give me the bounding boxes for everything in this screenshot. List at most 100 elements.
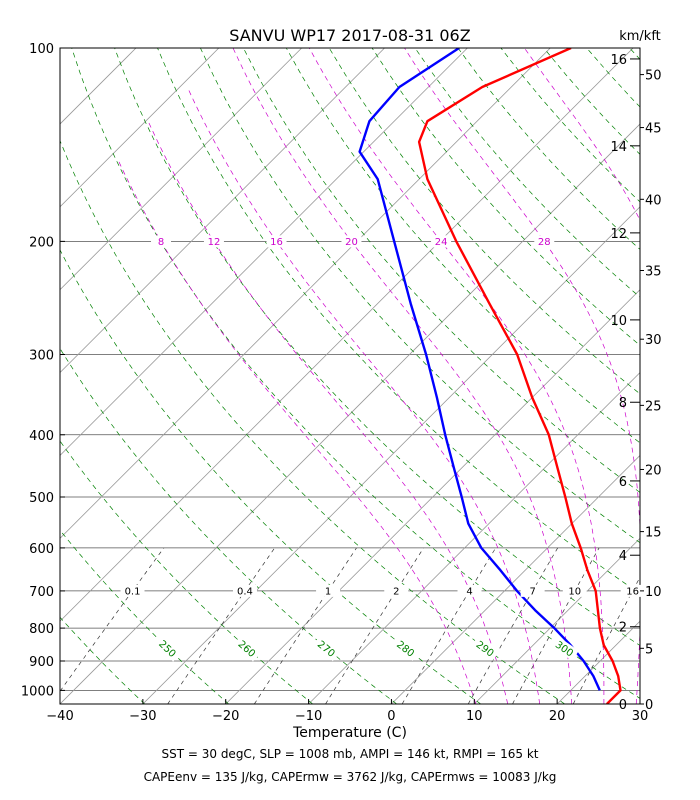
- caption-line-2: CAPEenv = 135 J/kg, CAPErmw = 3762 J/kg,…: [144, 770, 557, 784]
- km-tick-label: 12: [610, 227, 627, 242]
- isotherm-line: [60, 48, 385, 374]
- moist-adiabat-label: 16: [270, 237, 283, 248]
- pressure-tick-label: 900: [29, 655, 54, 670]
- dry-adiabat-line: [200, 48, 640, 544]
- label-background: [457, 584, 482, 597]
- kft-tick-label: 5: [645, 642, 653, 657]
- isotherm-line: [60, 48, 302, 291]
- label-background: [203, 235, 224, 248]
- moist-adiabat-line: [308, 48, 605, 704]
- label-background: [471, 635, 500, 661]
- dry-adiabat-line: [243, 48, 640, 493]
- dry-adiabat-line: [60, 440, 313, 704]
- km-tick-label: 0: [619, 698, 627, 713]
- pressure-tick-label: 600: [29, 542, 54, 557]
- caption-line-1: SST = 30 degC, SLP = 1008 mb, AMPI = 146…: [161, 747, 538, 761]
- background-lines: [0, 48, 700, 704]
- label-background: [562, 584, 587, 597]
- label-background: [431, 235, 452, 248]
- label-background: [341, 235, 362, 248]
- km-tick-label: 6: [619, 475, 627, 490]
- x-tick-label: −20: [212, 709, 239, 724]
- km-tick-label: 2: [619, 621, 627, 636]
- dry-adiabat-line: [71, 48, 640, 699]
- x-axis-label: Temperature (C): [292, 725, 407, 741]
- km-kft-axis-label: km/kft: [619, 29, 661, 44]
- kft-tick-label: 20: [645, 463, 662, 478]
- isotherm-line: [60, 48, 220, 208]
- label-background: [392, 635, 420, 662]
- moist-adiabat-line: [147, 121, 509, 704]
- mixing-ratio-line: [325, 547, 424, 704]
- isotherm-line: [308, 372, 640, 704]
- x-tick-label: −40: [46, 709, 73, 724]
- x-tick-label: −30: [129, 709, 156, 724]
- label-background: [316, 584, 341, 597]
- isotherm-line: [60, 48, 468, 456]
- isotherm-line: [556, 620, 640, 704]
- dry-adiabat-line: [60, 529, 229, 704]
- isotherm-line: [60, 48, 551, 539]
- label-background: [620, 584, 645, 597]
- pressure-tick-label: 1000: [21, 684, 54, 699]
- mixing-ratio-label: 0.1: [125, 586, 141, 597]
- label-background: [520, 584, 545, 597]
- label-background: [384, 584, 409, 597]
- kft-tick-label: 40: [645, 193, 662, 208]
- dry-adiabat-label-group: 280: [392, 635, 420, 662]
- kft-tick-label: 0: [645, 698, 653, 713]
- pressure-tick-label: 700: [29, 585, 54, 600]
- sounding-profiles: [358, 48, 622, 704]
- isotherm-line: [0, 48, 53, 704]
- dry-adiabat-line: [60, 347, 397, 704]
- dry-adiabat-line: [586, 48, 640, 108]
- mixing-ratio-label: 4: [466, 586, 472, 597]
- moist-adiabat-line: [232, 48, 573, 704]
- isotherm-line: [60, 123, 640, 704]
- moist-adiabat-label: 28: [538, 237, 551, 248]
- plot-frame: [59, 47, 641, 705]
- mixing-ratio-label: 1: [325, 586, 331, 597]
- mixing-ratio-line: [167, 547, 275, 704]
- dry-adiabat-line: [285, 48, 640, 444]
- km-tick-label: 14: [610, 140, 627, 155]
- isotherm-line: [474, 537, 640, 704]
- dry-adiabat-line: [371, 48, 640, 346]
- label-background: [534, 235, 555, 248]
- dry-adiabat-line: [114, 48, 640, 646]
- dry-adiabat-line: [60, 139, 565, 704]
- dry-adiabat-line: [414, 48, 640, 298]
- km-tick-label: 10: [610, 314, 627, 329]
- moist-adiabat-label: 24: [435, 237, 448, 248]
- mixing-ratio-line: [572, 576, 640, 704]
- dry-adiabat-line: [457, 48, 640, 250]
- dry-adiabat-line: [673, 48, 700, 704]
- mixing-ratio-line: [512, 547, 600, 704]
- dewpoint-profile-line: [358, 48, 601, 691]
- isotherm-line: [225, 289, 640, 704]
- pressure-tick-label: 500: [29, 491, 54, 506]
- km-tick-label: 4: [619, 549, 627, 564]
- x-tick-label: 30: [632, 709, 649, 724]
- mixing-ratio-label: 7: [529, 586, 535, 597]
- kft-tick-label: 35: [645, 264, 662, 279]
- temperature-profile-line: [417, 48, 622, 704]
- isotherm-line: [60, 48, 137, 125]
- dry-adiabat-line: [328, 48, 640, 395]
- kft-tick-label: 10: [645, 585, 662, 600]
- label-background: [266, 235, 287, 248]
- dry-adiabat-line: [60, 616, 145, 704]
- axes: −40 −30 −20 −10 0 10 20 30100200300400500600700…: [21, 42, 662, 724]
- kft-tick-label: 50: [645, 69, 662, 84]
- moist-adiabat-line: [186, 86, 541, 704]
- label-background: [232, 584, 257, 597]
- dry-adiabat-line: [60, 249, 482, 704]
- moist-adiabat-line: [404, 48, 640, 704]
- mixing-ratio-line: [254, 547, 357, 704]
- x-tick-label: 20: [549, 709, 566, 724]
- kft-tick-label: 30: [645, 333, 662, 348]
- x-tick-label: −10: [295, 709, 322, 724]
- mixing-ratio-label: 0.4: [237, 586, 253, 597]
- moist-adiabat-label: 12: [208, 237, 221, 248]
